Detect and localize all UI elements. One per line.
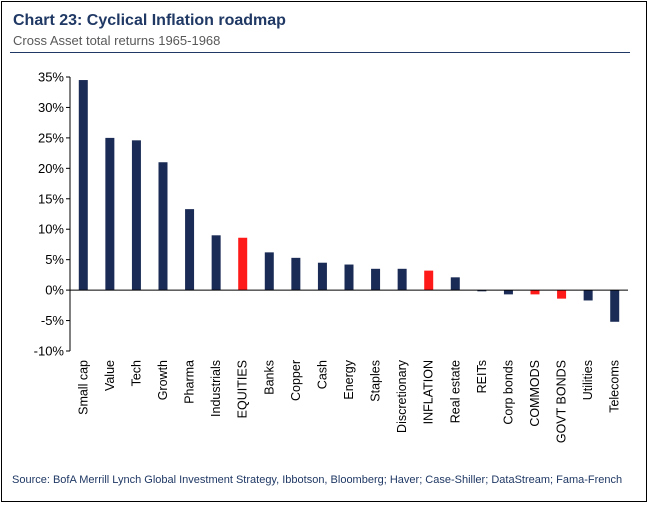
bar (158, 162, 168, 291)
chart-subtitle: Cross Asset total returns 1965-1968 (13, 33, 221, 48)
x-tick-label: GOVT BONDS (555, 360, 569, 443)
bar (211, 235, 221, 291)
bar (397, 268, 407, 291)
bar (344, 264, 354, 291)
bar (238, 237, 248, 291)
bar (371, 268, 381, 291)
x-tick-label: Discretionary (395, 359, 409, 433)
source-note: Source: BofA Merrill Lynch Global Invest… (12, 474, 623, 486)
y-tick-label: 30% (38, 100, 64, 115)
x-tick-label: Energy (342, 359, 356, 399)
bar (264, 252, 274, 291)
bar (503, 290, 513, 295)
x-tick-label: Utilities (581, 360, 595, 400)
x-tick-label: Telecoms (608, 360, 622, 413)
chart-title: Chart 23: Cyclical Inflation roadmap (13, 12, 286, 29)
x-tick-label: Growth (156, 360, 170, 400)
bar (317, 262, 327, 291)
bar (477, 290, 487, 292)
x-tick-label: Copper (289, 360, 303, 401)
x-tick-label: Small cap (76, 360, 90, 415)
bars-group (78, 80, 620, 322)
x-tick-label: INFLATION (422, 360, 436, 424)
y-tick-label: 20% (38, 161, 64, 176)
bar (185, 209, 195, 291)
bar (450, 277, 460, 291)
x-tick-label: Real estate (448, 360, 462, 423)
y-tick-label: 0% (45, 283, 64, 298)
y-tick-label: -5% (41, 313, 65, 328)
bar (610, 290, 620, 322)
bar (424, 270, 434, 291)
x-tick-label: Industrials (209, 360, 223, 417)
x-tick-label: Banks (262, 360, 276, 395)
x-tick-label: Corp bonds (501, 360, 515, 425)
x-tick-label: REITs (475, 360, 489, 393)
x-tick-label: Tech (129, 360, 143, 386)
y-tick-label: 5% (45, 252, 64, 267)
bar (131, 140, 141, 291)
bar (105, 137, 115, 291)
title-divider (10, 52, 630, 53)
x-tick-label: Pharma (183, 360, 197, 404)
x-tick-label: COMMODS (528, 360, 542, 427)
x-axis-group: Small cap Value Tech Growth Pharma Industrial… (70, 289, 628, 443)
x-tick-label: EQUITIES (236, 360, 250, 418)
x-tick-label: Cash (315, 360, 329, 389)
y-axis-group: 35% 30% 25% 20% 15% 10% 5% 0% -5% -10% (34, 70, 71, 359)
bar (78, 80, 88, 291)
x-tick-label: Value (103, 360, 117, 391)
bar (291, 257, 301, 291)
x-tick-label: Staples (369, 360, 383, 402)
y-tick-label: 35% (38, 70, 64, 85)
bar (557, 290, 567, 299)
y-tick-label: -10% (34, 344, 65, 359)
bar (583, 290, 593, 301)
bar (530, 290, 540, 295)
y-tick-label: 25% (38, 130, 64, 145)
y-tick-label: 10% (38, 222, 64, 237)
y-tick-label: 15% (38, 191, 64, 206)
